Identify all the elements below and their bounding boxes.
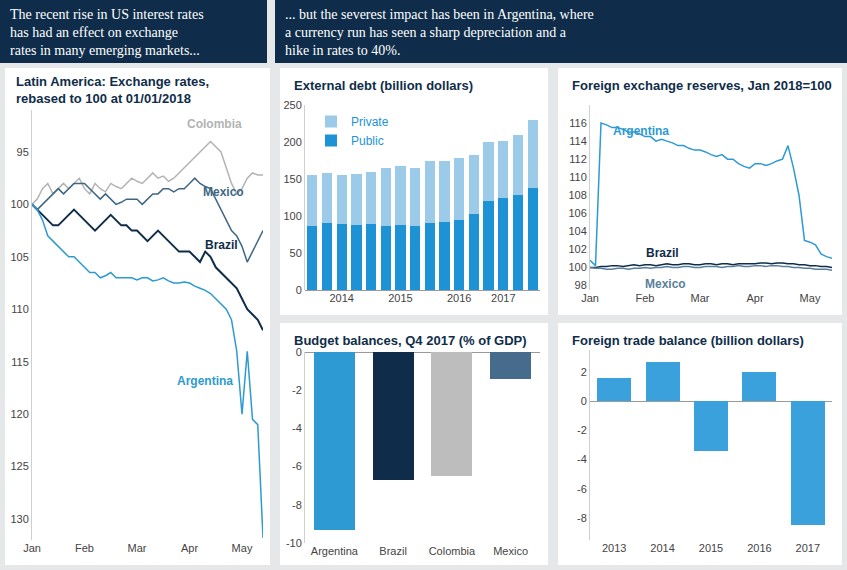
svg-text:-4: -4 (577, 453, 587, 465)
svg-text:2014: 2014 (329, 292, 353, 304)
svg-text:May: May (800, 292, 821, 304)
svg-text:120: 120 (10, 408, 28, 420)
svg-text:-10: -10 (286, 537, 302, 549)
svg-text:-6: -6 (577, 483, 587, 495)
svg-text:105: 105 (10, 251, 28, 263)
svg-text:116: 116 (569, 117, 587, 129)
svg-text:Foreign trade balance (billion: Foreign trade balance (billion dollars) (572, 333, 804, 348)
svg-text:Mexico: Mexico (203, 185, 244, 199)
svg-text:Public: Public (351, 134, 384, 148)
svg-text:Feb: Feb (75, 542, 94, 554)
svg-text:102: 102 (568, 243, 586, 255)
svg-text:Colombia: Colombia (187, 117, 242, 131)
svg-text:98: 98 (575, 279, 587, 291)
svg-text:Mar: Mar (128, 542, 147, 554)
svg-text:Private: Private (351, 115, 389, 129)
svg-text:May: May (232, 542, 253, 554)
svg-text:-8: -8 (292, 499, 302, 511)
svg-text:Brazil: Brazil (379, 545, 407, 557)
svg-text:Jan: Jan (581, 292, 599, 304)
svg-text:Argentina: Argentina (311, 545, 359, 557)
svg-text:95: 95 (17, 146, 29, 158)
svg-text:100: 100 (283, 210, 301, 222)
svg-text:150: 150 (283, 173, 301, 185)
svg-text:-8: -8 (577, 512, 587, 524)
svg-text:2015: 2015 (699, 542, 723, 554)
svg-text:0: 0 (581, 395, 587, 407)
svg-text:2016: 2016 (747, 542, 771, 554)
svg-text:The recent rise in US interest: The recent rise in US interest rateshas … (10, 7, 204, 58)
svg-text:114: 114 (569, 135, 587, 147)
svg-text:Apr: Apr (181, 542, 198, 554)
svg-text:115: 115 (11, 356, 29, 368)
svg-text:2013: 2013 (602, 542, 626, 554)
svg-text:100: 100 (568, 261, 586, 273)
svg-text:0: 0 (296, 346, 302, 358)
svg-text:2015: 2015 (388, 292, 412, 304)
svg-text:125: 125 (10, 460, 28, 472)
svg-text:-2: -2 (577, 424, 587, 436)
svg-text:Brazil: Brazil (646, 246, 679, 260)
svg-text:50: 50 (290, 247, 302, 259)
svg-text:108: 108 (568, 189, 586, 201)
svg-text:Mar: Mar (691, 292, 710, 304)
svg-text:200: 200 (283, 136, 301, 148)
svg-text:2: 2 (581, 366, 587, 378)
svg-text:Latin America: Exchange rates,: Latin America: Exchange rates,rebased to… (16, 74, 209, 106)
svg-text:104: 104 (568, 225, 586, 237)
svg-text:External debt (billion dollars: External debt (billion dollars) (294, 78, 473, 93)
svg-text:Jan: Jan (23, 542, 41, 554)
svg-text:106: 106 (568, 207, 586, 219)
svg-text:Budget balances, Q4 2017 (% of: Budget balances, Q4 2017 (% of GDP) (294, 333, 527, 348)
svg-text:112: 112 (569, 153, 587, 165)
svg-text:Argentina: Argentina (613, 124, 669, 138)
svg-text:130: 130 (10, 513, 28, 525)
svg-text:100: 100 (10, 198, 28, 210)
svg-text:110: 110 (569, 171, 587, 183)
svg-text:250: 250 (283, 99, 301, 111)
svg-text:110: 110 (11, 303, 29, 315)
svg-text:-2: -2 (292, 384, 302, 396)
svg-text:Colombia: Colombia (429, 545, 476, 557)
svg-text:2014: 2014 (650, 542, 674, 554)
svg-text:-4: -4 (292, 422, 302, 434)
svg-text:... but the severest impact ha: ... but the severest impact has been in … (285, 7, 594, 58)
svg-text:-6: -6 (292, 460, 302, 472)
svg-text:2017: 2017 (491, 292, 515, 304)
svg-text:2017: 2017 (796, 542, 820, 554)
svg-text:Argentina: Argentina (177, 374, 233, 388)
svg-text:Mexico: Mexico (645, 277, 686, 291)
svg-text:Foreign exchange reserves, Jan: Foreign exchange reserves, Jan 2018=100 (572, 78, 832, 93)
svg-text:Mexico: Mexico (493, 545, 528, 557)
svg-text:2016: 2016 (447, 292, 471, 304)
svg-text:Brazil: Brazil (205, 238, 238, 252)
svg-text:0: 0 (296, 284, 302, 296)
svg-text:Feb: Feb (636, 292, 655, 304)
svg-text:Apr: Apr (746, 292, 763, 304)
